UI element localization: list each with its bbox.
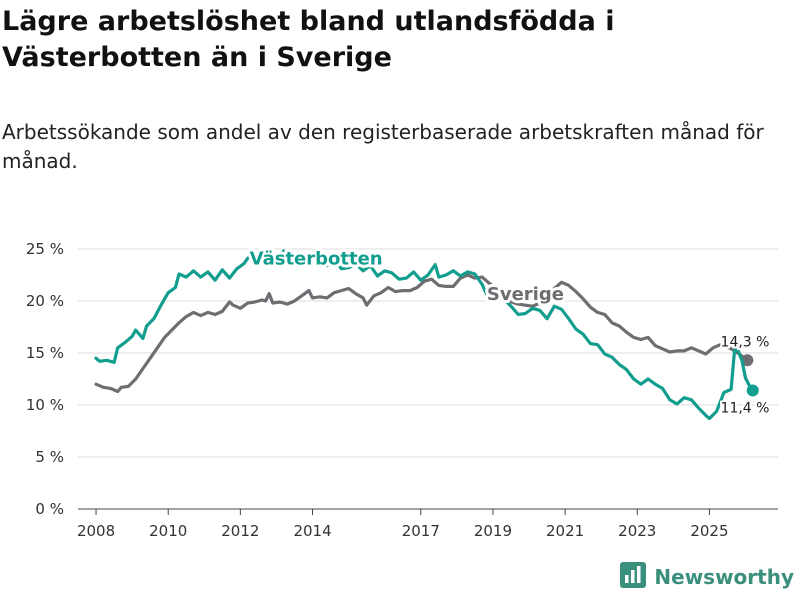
gridlines bbox=[78, 248, 778, 458]
y-tick-label: 5 % bbox=[35, 448, 64, 466]
series-labels: Sverige 14,3 % Västerbotten 11,4 % bbox=[247, 246, 772, 419]
x-tick-label: 2010 bbox=[149, 522, 187, 540]
end-dot-sverige bbox=[741, 354, 754, 367]
bar-chart-logo-icon bbox=[620, 562, 647, 592]
x-tick-label: 2025 bbox=[690, 522, 728, 540]
series-label-vasterbotten: Västerbotten bbox=[250, 249, 383, 270]
x-tick-label: 2008 bbox=[77, 522, 115, 540]
y-tick-label: 20 % bbox=[26, 292, 64, 310]
brand-logo[interactable]: Newsworthy bbox=[620, 562, 794, 592]
series-line-vasterbotten bbox=[94, 249, 755, 421]
y-tick-label: 10 % bbox=[26, 396, 64, 414]
x-tick-label: 2012 bbox=[221, 522, 259, 540]
end-dot-vasterbotten bbox=[746, 384, 759, 397]
y-tick-label: 15 % bbox=[26, 344, 64, 362]
series-lines bbox=[94, 249, 759, 421]
y-tick-label: 0 % bbox=[35, 500, 64, 518]
x-tick-label: 2023 bbox=[618, 522, 656, 540]
x-tick-label: 2017 bbox=[402, 522, 440, 540]
end-value-label-vasterbotten: 11,4 % bbox=[721, 400, 770, 416]
y-tick-label: 25 % bbox=[26, 240, 64, 258]
x-tick-label: 2019 bbox=[474, 522, 512, 540]
series-label-sverige: Sverige bbox=[487, 284, 564, 305]
x-tick-label: 2014 bbox=[293, 522, 331, 540]
x-tick-label: 2021 bbox=[546, 522, 584, 540]
page-subtitle: Arbetssökande som andel av den registerb… bbox=[2, 120, 764, 173]
brand-name: Newsworthy bbox=[654, 565, 794, 589]
series-line-sverige bbox=[94, 273, 749, 394]
axes: 0 % 5 % 10 % 15 % 20 % 25 % 2008 2010 2012 2014 20… bbox=[26, 240, 778, 540]
end-value-label-sverige: 14,3 % bbox=[721, 334, 770, 350]
page-title: Lägre arbetslöshet bland utlandsfödda i … bbox=[2, 6, 615, 73]
